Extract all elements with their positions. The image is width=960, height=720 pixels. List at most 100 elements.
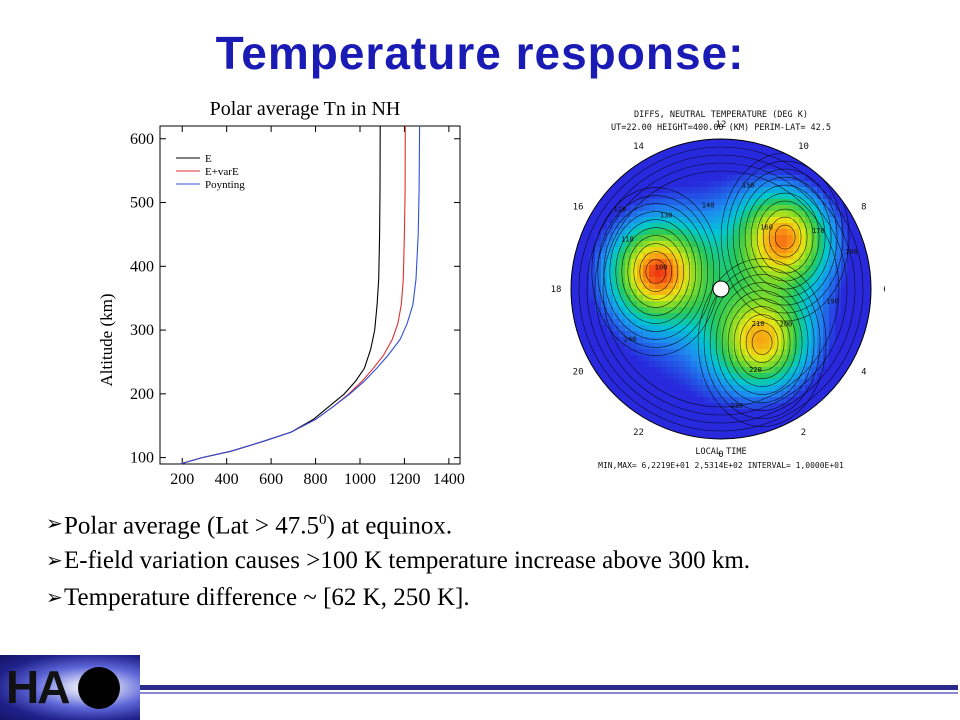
heat-cell [739, 331, 746, 338]
heat-cell [613, 193, 620, 200]
heat-cell [619, 217, 626, 224]
heat-cell [811, 217, 818, 224]
heat-cell [673, 325, 680, 332]
heat-cell [595, 157, 602, 164]
heat-cell [685, 199, 692, 206]
heat-cell [667, 151, 674, 158]
heat-cell [625, 331, 632, 338]
heat-cell [817, 217, 824, 224]
heat-cell [619, 241, 626, 248]
heat-cell [703, 223, 710, 230]
heat-cell [835, 193, 842, 200]
heat-cell [685, 409, 692, 416]
heat-cell [619, 193, 626, 200]
heat-cell [829, 151, 836, 158]
heat-cell [715, 139, 722, 146]
heat-cell [739, 301, 746, 308]
heat-cell [757, 427, 764, 434]
heat-cell [823, 385, 830, 392]
heat-cell [733, 415, 740, 422]
heat-cell [679, 337, 686, 344]
heat-cell [763, 385, 770, 392]
heat-cell [769, 265, 776, 272]
heat-cell [697, 289, 704, 296]
heat-cell [841, 205, 848, 212]
heat-cell [703, 229, 710, 236]
heat-cell [679, 253, 686, 260]
heat-cell [715, 241, 722, 248]
heat-cell [595, 355, 602, 362]
heat-cell [691, 349, 698, 356]
heat-cell [793, 229, 800, 236]
heat-cell [649, 403, 656, 410]
heat-cell [793, 289, 800, 296]
heat-cell [769, 403, 776, 410]
heat-cell [577, 403, 584, 410]
heat-cell [649, 373, 656, 380]
heat-cell [595, 343, 602, 350]
heat-cell [637, 175, 644, 182]
heat-cell [679, 157, 686, 164]
heat-cell [589, 139, 596, 146]
heat-cell [583, 157, 590, 164]
heat-cell [763, 397, 770, 404]
heat-cell [637, 295, 644, 302]
heat-cell [763, 361, 770, 368]
heat-cell [661, 151, 668, 158]
heat-cell [727, 211, 734, 218]
heat-cell [625, 283, 632, 290]
heat-cell [727, 427, 734, 434]
heat-cell [649, 397, 656, 404]
heat-cell [829, 409, 836, 416]
heat-cell [769, 421, 776, 428]
heat-cell [763, 283, 770, 290]
heat-cell [631, 241, 638, 248]
heat-cell [679, 181, 686, 188]
heat-cell [703, 295, 710, 302]
heat-cell [643, 433, 650, 439]
heat-cell [715, 265, 722, 272]
heat-cell [625, 241, 632, 248]
heat-cell [583, 397, 590, 404]
heat-cell [733, 199, 740, 206]
heat-cell [841, 265, 848, 272]
heat-cell [727, 313, 734, 320]
heat-cell [853, 331, 860, 338]
heat-cell [823, 295, 830, 302]
heat-cell [583, 163, 590, 170]
heat-cell [625, 235, 632, 242]
heat-cell [649, 139, 656, 146]
heat-cell [763, 181, 770, 188]
heat-cell [817, 385, 824, 392]
heat-cell [661, 265, 668, 272]
heat-cell [691, 337, 698, 344]
heat-cell [691, 163, 698, 170]
heat-cell [691, 199, 698, 206]
heat-cell [601, 343, 608, 350]
heat-cell [691, 265, 698, 272]
heat-cell [643, 235, 650, 242]
heat-cell [811, 313, 818, 320]
heat-cell [715, 301, 722, 308]
heat-cell [595, 409, 602, 416]
heat-cell [709, 271, 716, 278]
heat-cell [751, 343, 758, 350]
heat-cell [853, 415, 860, 422]
heat-cell [751, 217, 758, 224]
heat-cell [589, 415, 596, 422]
heat-cell [667, 385, 674, 392]
heat-cell [865, 421, 871, 428]
heat-cell [577, 187, 584, 194]
heat-cell [709, 325, 716, 332]
heat-cell [619, 253, 626, 260]
heat-cell [595, 193, 602, 200]
heat-cell [811, 259, 818, 266]
heat-cell [763, 217, 770, 224]
heat-cell [649, 211, 656, 218]
heat-cell [655, 157, 662, 164]
heat-cell [733, 397, 740, 404]
heat-cell [805, 283, 812, 290]
heat-cell [691, 217, 698, 224]
heat-cell [607, 433, 614, 439]
heat-cell [661, 247, 668, 254]
